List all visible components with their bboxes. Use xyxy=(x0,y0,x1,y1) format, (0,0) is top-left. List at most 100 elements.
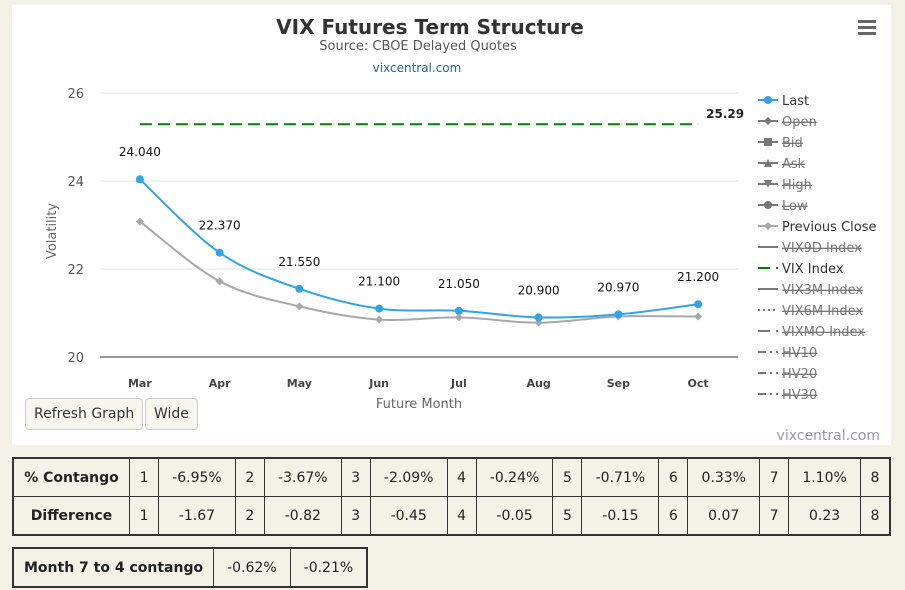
table-cell: 4 xyxy=(446,457,477,497)
chart: VIX Futures Term Structure Source: CBOE … xyxy=(45,15,880,444)
legend-item[interactable]: Open xyxy=(758,115,817,130)
table-cell: -0.82 xyxy=(263,496,342,536)
x-tick-label: Aug xyxy=(527,377,551,390)
data-label: 21.200 xyxy=(677,270,719,284)
table-cell: 1.10% xyxy=(788,457,861,497)
legend-symbol xyxy=(764,138,772,146)
legend-symbol xyxy=(764,180,772,188)
legend-item[interactable]: Ask xyxy=(758,157,806,172)
menu-bar[interactable] xyxy=(858,32,876,35)
table-cell: 1 xyxy=(129,496,160,536)
data-point xyxy=(375,304,384,313)
data-point xyxy=(295,302,304,311)
data-label: 21.100 xyxy=(358,275,400,289)
legend-item[interactable]: VIXMO Index xyxy=(758,325,865,340)
table-cell: 8 xyxy=(860,496,891,536)
data-point xyxy=(215,248,224,257)
table-row: Month 7 to 4 contango -0.62% -0.21% xyxy=(12,547,368,588)
legend-symbol xyxy=(764,159,772,167)
x-tick-label: Apr xyxy=(209,377,231,390)
y-tick-label: 22 xyxy=(67,263,84,278)
legend-item[interactable]: HV30 xyxy=(758,388,817,403)
x-tick-label: May xyxy=(287,377,312,390)
legend-item[interactable]: Last xyxy=(758,94,809,109)
legend-label: Last xyxy=(782,94,809,109)
table-cell: 7 xyxy=(759,457,790,497)
table-cell: 4 xyxy=(446,496,477,536)
data-point xyxy=(454,306,463,315)
data-point xyxy=(694,300,703,309)
legend-label: VIXMO Index xyxy=(782,325,865,340)
legend-symbol xyxy=(764,201,772,209)
menu-bar[interactable] xyxy=(858,26,876,29)
table-row: % Contango 1 -6.95% 2 -3.67% 3 -2.09% 4 -0.24% 5-… xyxy=(12,457,891,497)
legend-item[interactable]: VIX6M Index xyxy=(758,304,863,319)
legend-label: HV30 xyxy=(782,388,817,403)
legend-item[interactable]: VIX Index xyxy=(758,262,844,277)
data-point xyxy=(135,217,144,226)
table-cell: 3 xyxy=(340,496,371,536)
table-cell: -0.15 xyxy=(581,496,660,536)
reference-label: 25.29 xyxy=(706,107,744,121)
legend-item[interactable]: Low xyxy=(758,199,808,214)
wide-button[interactable]: Wide xyxy=(145,398,198,430)
legend-item[interactable]: HV20 xyxy=(758,367,817,382)
table-cell: 8 xyxy=(860,457,891,497)
credits: vixcentral.com xyxy=(777,428,880,444)
legend-item[interactable]: Bid xyxy=(758,136,803,151)
table-cell: -0.71% xyxy=(581,457,660,497)
legend-symbol xyxy=(764,96,772,104)
x-tick-label: Mar xyxy=(128,377,152,390)
legend-label: Bid xyxy=(782,136,803,151)
legend-item[interactable]: VIX9D Index xyxy=(758,241,862,256)
menu-icon[interactable] xyxy=(858,20,876,35)
table-cell: 0.23 xyxy=(788,496,861,536)
legend-item[interactable]: HV10 xyxy=(758,346,817,361)
legend-item[interactable]: Previous Close xyxy=(758,220,877,235)
legend-label: VIX6M Index xyxy=(782,304,863,319)
refresh-button[interactable]: Refresh Graph xyxy=(25,398,144,430)
data-label: 22.370 xyxy=(199,219,241,233)
y-axis-label: Volatility xyxy=(45,203,60,259)
table-cell: -6.95% xyxy=(158,457,236,497)
row-label: % Contango xyxy=(12,457,131,497)
table-cell: 1 xyxy=(129,457,160,497)
legend-item[interactable]: High xyxy=(758,178,812,193)
data-point xyxy=(534,313,543,322)
chart-title: VIX Futures Term Structure xyxy=(276,15,584,39)
legend-label: VIX3M Index xyxy=(782,283,863,298)
source-link[interactable]: vixcentral.com xyxy=(373,61,462,75)
table-cell: -0.45 xyxy=(369,496,448,536)
table-cell: 0.07 xyxy=(687,496,761,536)
x-axis-label: Future Month xyxy=(376,397,462,412)
legend-symbol xyxy=(764,117,772,125)
legend-label: HV20 xyxy=(782,367,817,382)
y-tick-label: 20 xyxy=(67,351,84,366)
table-cell: 5 xyxy=(552,457,583,497)
y-tick-label: 24 xyxy=(67,175,84,190)
data-label: 21.550 xyxy=(278,255,320,269)
table-cell: 0.33% xyxy=(687,457,761,497)
data-point xyxy=(375,315,384,324)
table-cell: -0.62% xyxy=(213,547,291,588)
contango-table: % Contango 1 -6.95% 2 -3.67% 3 -2.09% 4 -0.24% 5-… xyxy=(12,457,891,536)
legend-label: Low xyxy=(782,199,808,214)
data-label: 24.040 xyxy=(119,145,161,159)
table-cell: 2 xyxy=(234,457,265,497)
x-tick-label: Oct xyxy=(688,377,709,390)
x-tick-label: Jul xyxy=(450,377,467,390)
legend-item[interactable]: VIX3M Index xyxy=(758,283,863,298)
series-line xyxy=(139,178,699,319)
legend-label: HV10 xyxy=(782,346,817,361)
legend-label: VIX Index xyxy=(782,262,844,277)
menu-bar[interactable] xyxy=(858,20,876,23)
chart-container: VIX Futures Term Structure Source: CBOE … xyxy=(12,5,891,445)
table-cell: -3.67% xyxy=(263,457,342,497)
legend-label: Open xyxy=(782,115,817,130)
legend-label: High xyxy=(782,178,812,193)
x-tick-label: Jun xyxy=(368,377,389,390)
data-point xyxy=(614,310,623,319)
table-cell: -2.09% xyxy=(369,457,448,497)
month-contango-table: Month 7 to 4 contango -0.62% -0.21% xyxy=(12,547,369,588)
